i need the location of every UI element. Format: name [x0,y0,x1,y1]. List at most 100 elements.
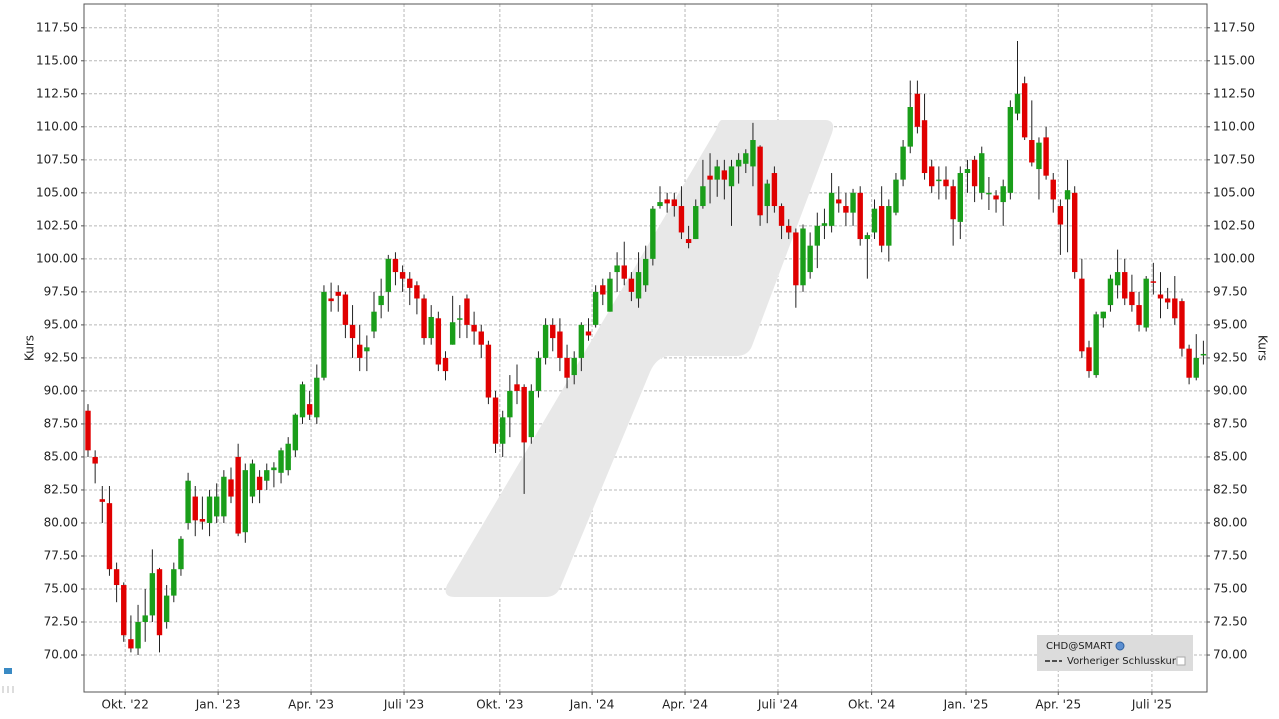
candle-body [964,169,971,174]
y-tick-label: 87.50 [44,416,78,430]
candle-body [728,166,735,187]
y-tick-label: 117.50 [36,20,78,34]
candle-body [871,208,878,233]
y-tick-label-right: 97.50 [1213,284,1247,298]
y-tick-label: 75.00 [44,581,78,595]
candle-body [950,186,956,220]
candle-body [1150,281,1157,283]
candle-body [1014,93,1021,114]
candle-body [128,639,134,649]
candle-body [121,585,127,636]
candle-body [764,183,770,207]
candle-body [349,324,356,339]
candle-body [628,278,635,292]
candle-body [335,291,341,296]
candle-body [192,496,198,521]
candle-body [621,265,627,279]
candle-body [507,390,513,418]
y-tick-label-right: 70.00 [1213,648,1247,662]
candle-body [149,573,156,616]
y-tick-label: 82.50 [44,482,78,496]
legend-checkbox[interactable] [1176,656,1186,666]
x-tick-label: Okt. '23 [476,698,523,712]
candle-body [92,456,98,464]
candle-body [492,397,499,444]
candle-body [614,265,620,273]
candle-body [1114,272,1121,286]
icon [4,668,12,674]
y-tick-label-right: 117.50 [1213,20,1255,34]
candle-body [878,206,885,246]
candle-body [464,298,470,325]
candle-body [285,443,291,471]
candle-body [814,225,820,246]
candle-body [378,295,384,306]
candle-body [156,569,163,636]
x-tick-label: Juli '23 [383,698,424,712]
candle-body [564,357,570,378]
candle-body [478,331,484,345]
candle-body [1064,190,1071,200]
candle-body [1129,291,1135,306]
candle-body [113,569,120,586]
candle-body [135,622,141,649]
y-tick-label-right: 90.00 [1213,383,1247,397]
y-tick-label-right: 112.50 [1213,86,1255,100]
x-tick-label: Juli '24 [757,698,798,712]
y-tick-label-right: 72.50 [1213,615,1247,629]
x-tick-label: Jan. '25 [943,698,989,712]
candle-body [1050,179,1056,200]
watermark [445,120,834,597]
y-tick-label: 110.00 [36,119,78,133]
candle-body [1172,298,1178,319]
y-tick-label-right: 110.00 [1213,119,1255,133]
candle-body [228,479,234,497]
candle-body [435,318,442,365]
y-tick-label: 72.50 [44,615,78,629]
candle-body [278,450,284,473]
candle-body [1029,140,1035,163]
candle-body [886,206,892,246]
candle-body [893,179,899,213]
candle-body [1072,192,1078,273]
y-tick-label-right: 82.50 [1213,482,1247,496]
x-tick-label: Jan. '24 [569,698,615,712]
y-tick-label-right: 80.00 [1213,515,1247,529]
candle-body [571,357,577,376]
y-tick-label: 85.00 [44,449,78,463]
y-axis-title: Kurs [23,335,37,361]
y-tick-label-right: 102.50 [1213,218,1255,232]
y-tick-label: 112.50 [36,86,78,100]
candle-body [721,170,728,180]
candle-body [421,298,427,339]
candle-body [99,499,105,502]
candle-body [171,569,177,596]
y-tick-label-right: 95.00 [1213,317,1247,331]
candle-body [185,480,191,523]
y-tick-label: 102.50 [36,218,78,232]
candle-body [500,417,506,444]
candle-body [306,404,313,415]
x-tick-label: Juli '25 [1131,698,1172,712]
candle-body [85,410,91,451]
y-tick-label-right: 75.00 [1213,581,1247,595]
plot-frame [83,3,1208,693]
candle-body [685,239,692,244]
y-tick-label-right: 77.50 [1213,548,1247,562]
candle-body [664,199,670,204]
candle-body [807,245,813,273]
candle-body [592,291,599,325]
y-tick-label: 80.00 [44,515,78,529]
candle-body [142,615,148,623]
candle-body [485,344,492,398]
candle-body [600,285,606,295]
candle-body [385,258,391,292]
x-tick-label: Apr. '24 [662,698,708,712]
candle-body [1122,272,1128,299]
candle-body [607,278,613,312]
candle-body [328,298,334,302]
y-tick-label: 105.00 [36,185,78,199]
candle-body [979,153,985,193]
y-tick-label-right: 85.00 [1213,449,1247,463]
candle-body [936,179,942,182]
